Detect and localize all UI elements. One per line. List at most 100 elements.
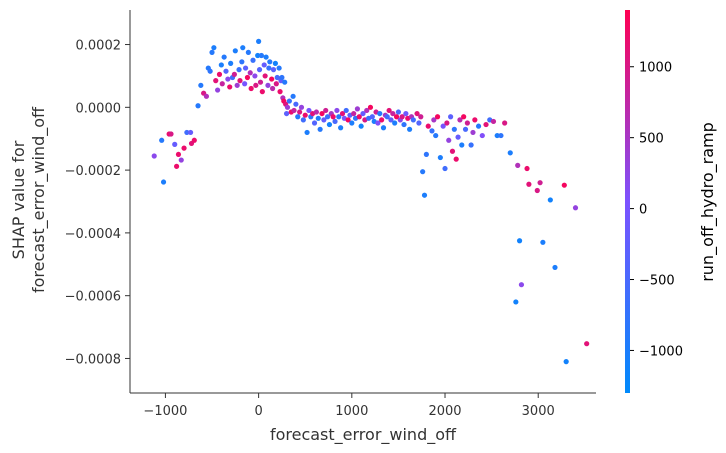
scatter-point	[358, 123, 364, 129]
scatter-point	[451, 126, 457, 132]
scatter-point	[334, 107, 340, 114]
scatter-point	[547, 197, 553, 203]
scatter-point	[227, 84, 233, 90]
scatter-point	[425, 123, 431, 129]
colorbar-tick-label: −500	[639, 274, 675, 289]
scatter-point	[248, 85, 254, 92]
scatter-point	[263, 54, 269, 60]
scatter-point	[319, 110, 325, 117]
scatter-point	[455, 134, 461, 140]
scatter-point	[256, 67, 263, 73]
x-tick-label: 3000	[522, 404, 555, 419]
scatter-point	[272, 60, 278, 66]
scatter-point	[174, 163, 180, 169]
scatter-point	[420, 169, 426, 175]
scatter-point	[247, 70, 253, 76]
scatter-point	[390, 110, 396, 117]
scatter-point	[273, 81, 279, 87]
scatter-point	[526, 181, 532, 187]
scatter-point	[462, 126, 469, 132]
scatter-point	[534, 187, 540, 194]
scatter-point	[414, 110, 420, 117]
scatter-point	[516, 238, 523, 244]
y-tick-label: −0.0002	[65, 164, 121, 179]
scatter-point	[291, 107, 297, 114]
scatter-point	[184, 129, 190, 136]
scatter-point	[440, 123, 446, 129]
scatter-point	[237, 78, 243, 84]
scatter-point	[290, 93, 296, 99]
scatter-point	[267, 59, 273, 65]
scatter-point	[384, 114, 390, 120]
points-layer	[151, 38, 590, 365]
scatter-point	[369, 114, 375, 120]
scatter-point	[321, 117, 327, 123]
scatter-point	[300, 117, 306, 123]
scatter-point	[379, 117, 385, 123]
scatter-point	[360, 110, 366, 117]
scatter-point	[563, 359, 569, 365]
scatter-point	[393, 114, 400, 120]
scatter-point	[313, 109, 319, 115]
scatter-point	[418, 114, 424, 120]
scatter-point	[416, 120, 422, 126]
scatter-point	[356, 114, 362, 120]
scatter-point	[561, 182, 567, 188]
scatter-point	[339, 110, 346, 117]
scatter-point	[490, 118, 497, 125]
scatter-point	[326, 121, 333, 128]
scatter-point	[513, 299, 519, 305]
scatter-point	[239, 59, 245, 65]
scatter-point	[457, 117, 463, 123]
scatter-point	[178, 157, 184, 163]
scatter-point	[410, 117, 416, 123]
x-tick-label: 0	[254, 404, 262, 419]
scatter-point	[336, 114, 342, 120]
y-ticks: 0.0002 0.0000 −0.0002 −0.0004 −0.0006 −0.0008	[65, 39, 130, 367]
scatter-point	[219, 81, 225, 87]
scatter-point	[345, 117, 351, 123]
scatter-point	[502, 120, 508, 126]
scatter-point	[257, 79, 264, 85]
scatter-point	[215, 87, 221, 93]
scatter-point	[306, 107, 312, 114]
scatter-point	[315, 115, 321, 121]
scatter-point	[255, 52, 261, 59]
scatter-point	[515, 162, 521, 168]
colorbar-ticks: 1000 500 0 −500 −1000	[630, 61, 683, 359]
scatter-point	[231, 71, 237, 77]
scatter-point	[453, 156, 459, 162]
scatter-point	[236, 67, 242, 73]
scatter-point	[442, 165, 448, 172]
scatter-point	[434, 114, 441, 120]
scatter-point	[421, 192, 428, 198]
x-axis-title: forecast_error_wind_off	[270, 425, 457, 445]
scatter-point	[395, 109, 402, 115]
y-tick-label: 0.0002	[76, 39, 122, 54]
scatter-point	[250, 57, 256, 63]
scatter-point	[253, 82, 259, 88]
scatter-point	[244, 74, 251, 81]
scatter-point	[324, 114, 331, 120]
scatter-point	[269, 85, 276, 92]
scatter-point	[464, 120, 470, 126]
scatter-point	[338, 125, 344, 131]
scatter-point	[468, 142, 474, 148]
scatter-point	[240, 45, 246, 51]
scatter-point	[195, 103, 201, 109]
scatter-point	[295, 114, 301, 120]
scatter-point	[518, 282, 525, 288]
scatter-point	[401, 121, 407, 128]
scatter-point	[218, 62, 224, 68]
scatter-point	[207, 68, 213, 74]
scatter-point	[429, 128, 435, 134]
scatter-point	[317, 126, 323, 132]
scatter-point	[407, 126, 413, 132]
scatter-point	[433, 132, 439, 139]
x-ticks: −1000 0 1000 2000 3000	[143, 393, 555, 419]
scatter-point	[423, 151, 429, 158]
scatter-point	[446, 137, 452, 143]
scatter-point	[284, 104, 291, 110]
scatter-point	[221, 54, 227, 60]
scatter-point	[475, 123, 482, 129]
